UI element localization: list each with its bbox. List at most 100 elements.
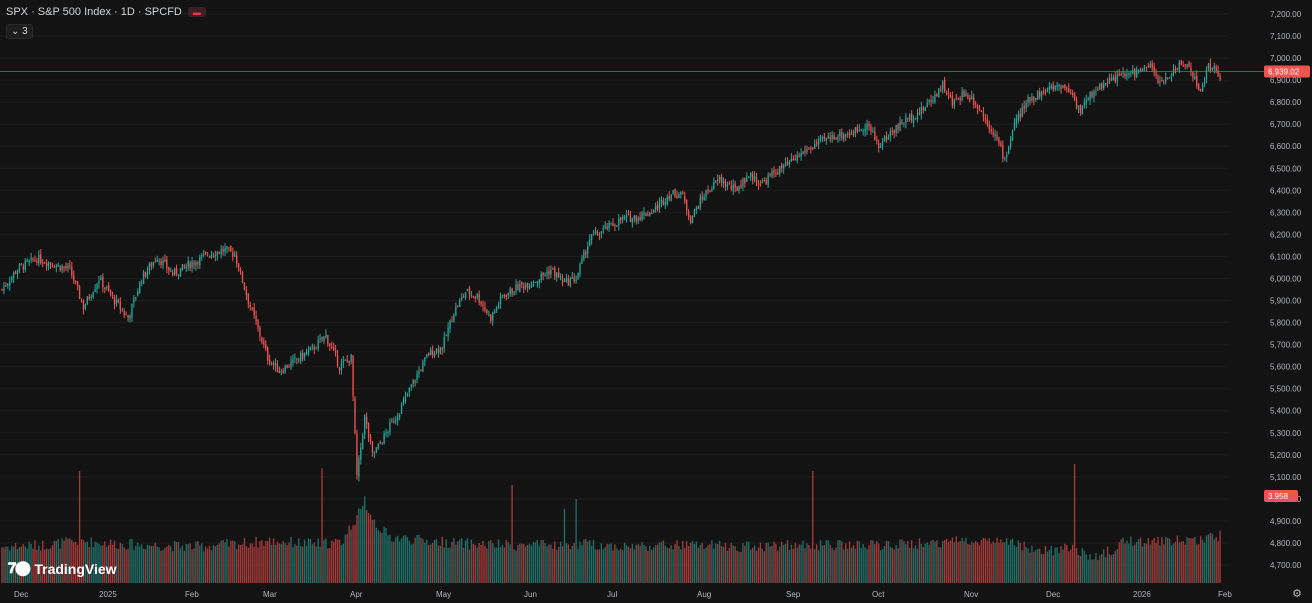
candle-body: [1099, 84, 1101, 90]
volume-bar: [691, 540, 694, 583]
candle-body: [468, 287, 471, 295]
volume-bar: [133, 549, 135, 583]
volume-bar: [532, 541, 535, 583]
candle-body: [587, 246, 589, 254]
session-badge-icon[interactable]: ▬: [187, 7, 206, 17]
candle-body: [459, 299, 461, 307]
candle-body: [717, 179, 719, 181]
candle-body: [360, 447, 362, 460]
volume-bar: [517, 544, 519, 583]
tradingview-logo-icon: 𝟕⬤: [8, 560, 30, 577]
candle-body: [309, 346, 312, 351]
volume-bar: [769, 546, 771, 583]
volume-tag[interactable]: [1264, 490, 1298, 502]
candle-body: [963, 90, 965, 97]
candle-body: [22, 265, 25, 270]
volume-bar: [82, 540, 85, 583]
tradingview-logo[interactable]: 𝟕⬤ TradingView: [8, 560, 117, 577]
volume-bar: [183, 550, 185, 583]
volume-bar: [327, 548, 329, 583]
candle-body: [912, 119, 915, 123]
volume-bar: [247, 547, 250, 583]
volume-bar: [63, 540, 65, 583]
candle-body: [424, 357, 426, 362]
volume-bar: [668, 548, 670, 583]
volume-bar: [945, 538, 948, 583]
volume-bar: [530, 545, 533, 583]
volume-bar: [711, 540, 713, 583]
candle-body: [412, 379, 414, 385]
price-axis[interactable]: 7,200.00 7,100.00 7,000.00 6,900.00 6,800.00…: [1264, 10, 1310, 570]
volume-bar: [819, 540, 822, 583]
symbol-legend[interactable]: SPX · S&P 500 Index · 1D · SPCFD ▬: [6, 6, 206, 18]
volume-bar: [846, 548, 849, 583]
volume-bar: [1207, 534, 1210, 583]
candle-body: [144, 272, 147, 277]
candle-body: [78, 286, 81, 300]
candle-body: [969, 97, 971, 100]
volume-bar: [817, 550, 820, 583]
candle-body: [160, 260, 162, 266]
volume-bar: [406, 537, 409, 583]
volume-bar: [1157, 537, 1159, 583]
candle-body: [416, 373, 418, 381]
candle-body: [1015, 119, 1018, 124]
price-tick-label: 5,600.00: [1270, 363, 1302, 372]
candle-body: [1068, 88, 1070, 92]
volume-bar: [755, 550, 758, 583]
candle-body: [598, 234, 601, 236]
volume-bar: [437, 545, 440, 583]
volume-bar: [433, 539, 436, 583]
last-price-tag[interactable]: [1264, 65, 1310, 78]
volume-bar: [51, 545, 54, 583]
candle-body: [253, 307, 255, 316]
volume-bar: [777, 550, 779, 583]
price-tick-label: 6,500.00: [1270, 164, 1302, 173]
candle-body: [1083, 102, 1085, 106]
candle-body: [1165, 76, 1167, 82]
candle-body: [1201, 84, 1204, 92]
volume-bar: [998, 542, 1000, 583]
volume-bar: [1153, 537, 1155, 583]
volume-bar: [765, 543, 767, 583]
volume-bar: [365, 510, 368, 583]
volume-bar: [658, 542, 661, 583]
candle-body: [362, 435, 364, 449]
volume-bar: [990, 543, 992, 583]
candle-body: [1093, 91, 1095, 98]
candle-body: [1064, 84, 1066, 88]
volume-bar: [1068, 551, 1070, 583]
volume-bar: [561, 546, 564, 583]
candle-body: [654, 205, 657, 211]
candle-body: [348, 360, 350, 363]
candle-body: [14, 272, 17, 274]
candle-body: [201, 254, 203, 257]
volume-bar: [78, 471, 81, 583]
candle-body: [953, 99, 956, 106]
volume-bar: [321, 468, 323, 583]
volume-bar: [705, 547, 707, 583]
candle-body: [1155, 72, 1157, 76]
time-axis[interactable]: Dec 2025 Feb Mar Apr May Jun Jul Aug Sep Oct Nov Dec…: [14, 590, 1232, 599]
candle-body: [206, 253, 209, 256]
indicator-count: 3: [22, 26, 28, 37]
candle-body: [505, 294, 507, 298]
volume-bar: [111, 544, 114, 583]
candle-body: [918, 111, 921, 114]
volume-bar: [1120, 539, 1122, 583]
volume-bar: [1066, 545, 1068, 583]
candle-body: [1124, 72, 1126, 77]
volume-bar: [616, 548, 618, 583]
indicators-toggle[interactable]: ⌄ 3: [6, 24, 33, 39]
volume-bar: [614, 544, 616, 583]
volume-bar: [263, 545, 265, 583]
volume-bar: [352, 525, 354, 583]
candle-body: [212, 255, 215, 257]
candle-body: [173, 268, 176, 275]
candle-body: [959, 98, 961, 100]
volume-bar: [272, 538, 275, 583]
candle-body: [556, 272, 558, 278]
volume-bar: [1165, 537, 1167, 583]
gear-icon[interactable]: ⚙: [1292, 588, 1302, 600]
